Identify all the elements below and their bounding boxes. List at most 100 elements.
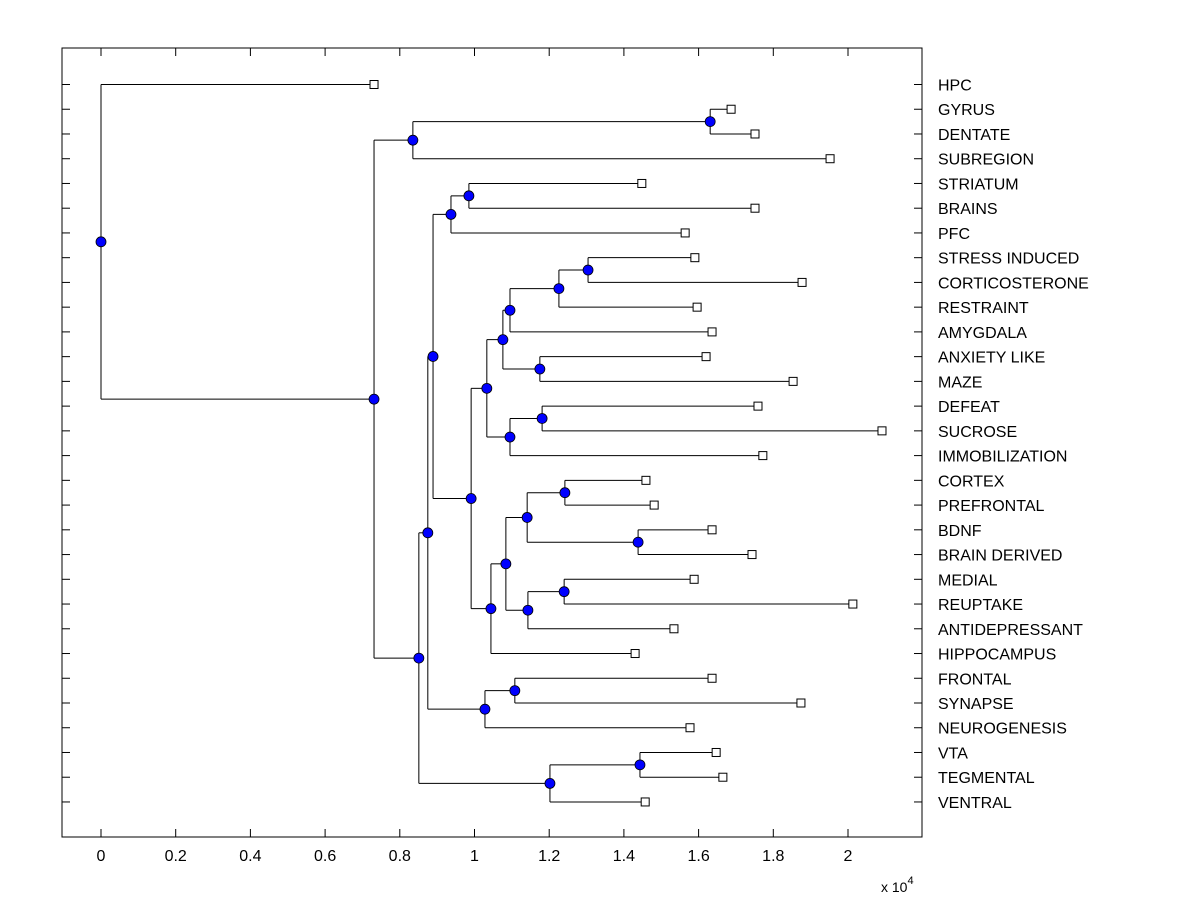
x-tick-label: 0.4	[239, 848, 261, 865]
leaf-label: CORTICOSTERONE	[938, 275, 1089, 292]
leaf-label: IMMOBILIZATION	[938, 449, 1067, 466]
leaf-marker	[877, 426, 887, 436]
leaf-label: BRAINS	[938, 201, 998, 218]
leaf-label: RESTRAINT	[938, 300, 1029, 317]
x-tick-label: 0	[97, 848, 106, 865]
leaf-marker	[701, 352, 711, 362]
leaf-marker	[640, 797, 650, 807]
leaf-marker	[689, 574, 699, 584]
leaf-label: DENTATE	[938, 127, 1010, 144]
cluster-node	[485, 603, 497, 615]
leaf-label: ANXIETY LIKE	[938, 350, 1045, 367]
cluster-node	[632, 536, 644, 548]
internal-nodes	[95, 116, 716, 789]
cluster-node	[521, 512, 533, 523]
axis-ticks	[62, 48, 922, 837]
leaf-label: REUPTAKE	[938, 597, 1023, 614]
leaf-marker	[680, 228, 690, 238]
x-tick-label: 1.6	[687, 848, 709, 865]
leaf-marker	[369, 80, 379, 89]
leaf-marker	[637, 178, 647, 188]
x-tick-label: 1	[470, 848, 479, 865]
leaf-marker	[641, 475, 651, 485]
x-multiplier-label: x 104	[881, 875, 914, 895]
leaf-marker	[707, 327, 717, 337]
leaf-marker	[685, 723, 695, 733]
leaf-label: AMYGDALA	[938, 325, 1027, 342]
cluster-node	[481, 382, 493, 394]
leaf-marker	[796, 698, 806, 708]
x-tick-label: 0.6	[314, 848, 336, 865]
leaf-marker	[718, 772, 728, 782]
cluster-node	[536, 413, 548, 424]
leaf-label: VTA	[938, 745, 968, 762]
x-tick-labels: 0 0.2 0.4 0.6 0.8 1 1.2 1.4 1.6 1.8 2	[97, 848, 853, 865]
leaf-label: ANTIDEPRESSANT	[938, 622, 1083, 639]
x-tick-label: 1.8	[762, 848, 784, 865]
cluster-node	[522, 604, 534, 616]
leaf-marker	[649, 500, 659, 510]
leaf-label: STRESS INDUCED	[938, 251, 1079, 268]
x-tick-label: 2	[844, 848, 853, 865]
leaf-label: BRAIN DERIVED	[938, 548, 1062, 565]
cluster-node	[95, 236, 107, 248]
leaf-label: FRONTAL	[938, 671, 1012, 688]
leaf-labels: HPC GYRUS DENTATE SUBREGION STRIATUM BRAINS PF…	[938, 78, 1089, 812]
leaf-label: GYRUS	[938, 102, 995, 119]
cluster-node	[479, 703, 491, 715]
plot-area	[61, 47, 923, 838]
cluster-node	[422, 527, 434, 539]
cluster-node	[500, 558, 512, 570]
cluster-node	[553, 283, 565, 295]
leaf-marker	[788, 376, 798, 386]
leaf-label: NEUROGENESIS	[938, 721, 1067, 738]
leaf-marker	[848, 599, 858, 609]
x-multiplier-exponent: 4	[907, 875, 913, 887]
cluster-node	[558, 586, 570, 598]
leaf-label: CORTEX	[938, 473, 1005, 490]
leaf-label: PREFRONTAL	[938, 498, 1044, 515]
leaf-marker	[707, 673, 717, 683]
cluster-node	[413, 652, 425, 664]
cluster-node	[534, 363, 546, 375]
leaf-markers	[369, 80, 887, 807]
cluster-node	[465, 493, 477, 504]
leaf-label: HPC	[938, 78, 972, 95]
leaf-label: STRIATUM	[938, 176, 1019, 193]
leaf-marker	[747, 550, 757, 560]
x-tick-label: 1.2	[538, 848, 560, 865]
leaf-label: PFC	[938, 226, 970, 243]
leaf-marker	[753, 401, 763, 411]
cluster-node	[463, 190, 475, 202]
leaf-label: SUCROSE	[938, 424, 1017, 441]
leaf-label: BDNF	[938, 523, 982, 540]
leaf-marker	[825, 154, 835, 164]
leaf-marker	[750, 129, 760, 139]
leaf-label: SUBREGION	[938, 152, 1034, 169]
leaf-marker	[707, 525, 717, 535]
x-tick-label: 1.4	[613, 848, 635, 865]
leaf-label: HIPPOCAMPUS	[938, 647, 1056, 664]
x-tick-label: 0.2	[165, 848, 187, 865]
leaf-marker	[692, 302, 702, 312]
leaf-label: MAZE	[938, 374, 982, 391]
leaf-label: TEGMENTAL	[938, 770, 1035, 787]
cluster-node	[427, 351, 439, 362]
cluster-node	[704, 116, 716, 128]
cluster-node	[582, 264, 594, 276]
cluster-node	[407, 134, 419, 146]
cluster-node	[368, 393, 380, 405]
cluster-node	[497, 334, 509, 346]
leaf-label: SYNAPSE	[938, 696, 1014, 713]
cluster-node	[634, 759, 646, 771]
leaf-marker	[630, 649, 640, 659]
leaf-label: DEFEAT	[938, 399, 1000, 416]
cluster-node	[504, 431, 516, 443]
cluster-node	[445, 208, 457, 220]
cluster-node	[509, 685, 521, 697]
leaf-marker	[669, 624, 679, 634]
cluster-node	[544, 778, 556, 789]
leaf-marker	[726, 104, 736, 114]
leaf-marker	[797, 277, 807, 287]
